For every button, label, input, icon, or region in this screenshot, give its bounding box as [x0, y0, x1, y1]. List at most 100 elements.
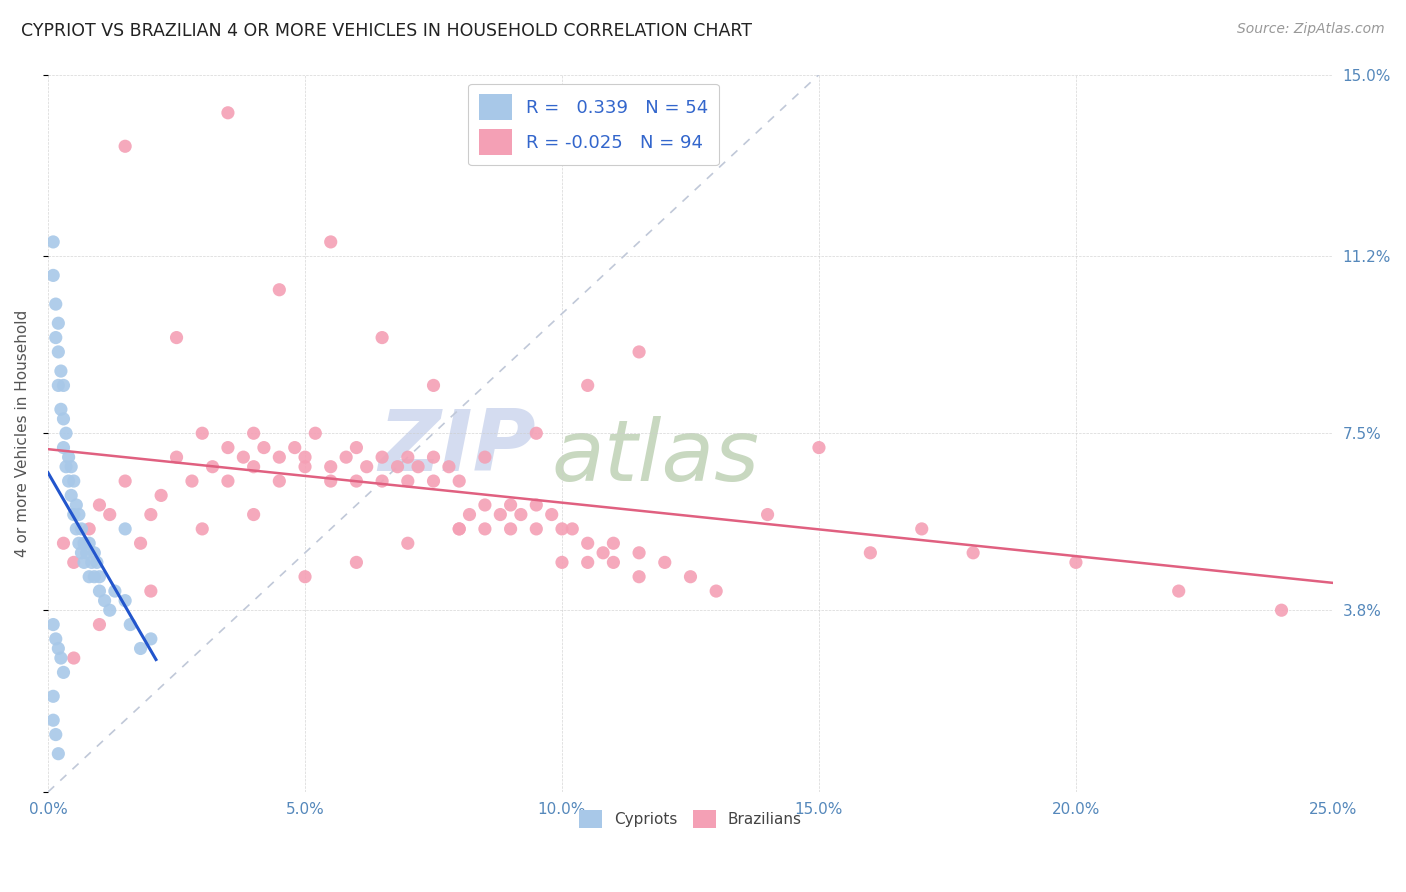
Point — [45, 632, 67, 646]
Point — [45, 330, 67, 344]
Point — [859, 546, 882, 560]
Point — [45, 297, 67, 311]
Point — [55, 426, 77, 441]
Point — [561, 522, 583, 536]
Point — [628, 546, 651, 560]
Point — [551, 555, 574, 569]
Point — [42, 617, 65, 632]
Point — [474, 450, 496, 465]
Point — [89, 584, 111, 599]
Point — [344, 555, 367, 569]
Point — [52, 536, 75, 550]
Point — [704, 584, 727, 599]
Point — [52, 412, 75, 426]
Point — [654, 555, 676, 569]
Point — [304, 426, 326, 441]
Point — [46, 378, 69, 392]
Point — [344, 441, 367, 455]
Point — [114, 474, 136, 488]
Point — [319, 459, 342, 474]
Point — [42, 713, 65, 727]
Point — [294, 450, 316, 465]
Point — [120, 617, 142, 632]
Point — [962, 546, 984, 560]
Point — [67, 508, 90, 522]
Point — [89, 570, 111, 584]
Point — [422, 474, 444, 488]
Point — [181, 474, 204, 488]
Point — [242, 459, 264, 474]
Point — [628, 345, 651, 359]
Point — [65, 522, 87, 536]
Point — [58, 474, 80, 488]
Point — [242, 508, 264, 522]
Point — [576, 378, 599, 392]
Y-axis label: 4 or more Vehicles in Household: 4 or more Vehicles in Household — [15, 310, 30, 557]
Point — [269, 450, 291, 465]
Point — [422, 450, 444, 465]
Point — [371, 450, 394, 465]
Point — [540, 508, 562, 522]
Point — [114, 593, 136, 607]
Text: ZIP: ZIP — [378, 406, 536, 489]
Point — [201, 459, 224, 474]
Point — [62, 651, 84, 665]
Point — [52, 665, 75, 680]
Point — [114, 139, 136, 153]
Point — [396, 536, 419, 550]
Point — [77, 570, 100, 584]
Point — [89, 498, 111, 512]
Point — [499, 498, 522, 512]
Legend: Cypriots, Brazilians: Cypriots, Brazilians — [572, 804, 808, 835]
Point — [80, 555, 103, 569]
Point — [371, 474, 394, 488]
Point — [576, 555, 599, 569]
Point — [602, 536, 624, 550]
Point — [319, 474, 342, 488]
Point — [139, 508, 162, 522]
Point — [242, 426, 264, 441]
Point — [42, 690, 65, 704]
Point — [335, 450, 357, 465]
Point — [166, 330, 188, 344]
Point — [58, 450, 80, 465]
Point — [592, 546, 614, 560]
Point — [449, 522, 471, 536]
Point — [1270, 603, 1292, 617]
Point — [93, 593, 115, 607]
Point — [73, 536, 96, 550]
Point — [42, 268, 65, 283]
Point — [77, 536, 100, 550]
Point — [217, 474, 239, 488]
Point — [67, 536, 90, 550]
Point — [114, 522, 136, 536]
Point — [294, 570, 316, 584]
Point — [70, 546, 93, 560]
Point — [62, 474, 84, 488]
Point — [371, 330, 394, 344]
Point — [406, 459, 429, 474]
Point — [139, 584, 162, 599]
Point — [319, 235, 342, 249]
Point — [139, 632, 162, 646]
Point — [62, 508, 84, 522]
Point — [129, 536, 152, 550]
Point — [49, 651, 72, 665]
Point — [396, 474, 419, 488]
Point — [253, 441, 276, 455]
Point — [576, 536, 599, 550]
Point — [42, 235, 65, 249]
Point — [83, 570, 105, 584]
Point — [269, 283, 291, 297]
Point — [524, 498, 547, 512]
Point — [474, 498, 496, 512]
Point — [489, 508, 512, 522]
Point — [344, 474, 367, 488]
Point — [509, 508, 531, 522]
Point — [70, 522, 93, 536]
Point — [449, 522, 471, 536]
Point — [294, 459, 316, 474]
Point — [52, 378, 75, 392]
Point — [356, 459, 378, 474]
Point — [52, 441, 75, 455]
